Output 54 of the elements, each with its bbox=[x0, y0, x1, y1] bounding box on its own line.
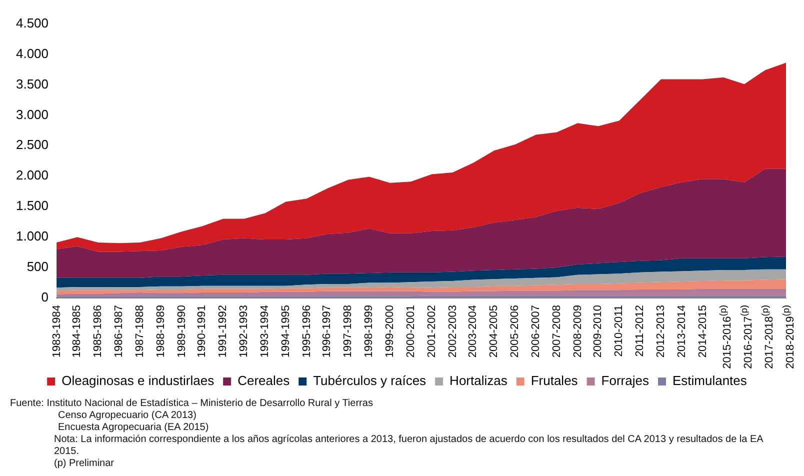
x-tick-label: 2011-2012 bbox=[634, 305, 646, 357]
x-tick-label: 2014-2015 bbox=[696, 305, 709, 358]
x-tick-label: 1997-1998 bbox=[342, 305, 354, 358]
x-tick-label: 2000-2001 bbox=[404, 305, 417, 358]
text: (p) Preliminar bbox=[53, 458, 116, 470]
x-tick-label: 1993-1994 bbox=[258, 305, 271, 358]
y-tick-label: 1.000 bbox=[16, 228, 49, 244]
x-tick-label: 1994-1995 bbox=[280, 305, 292, 358]
x-tick-label: 1998-1999 bbox=[363, 305, 376, 358]
x-tick-label: 2013-2014 bbox=[676, 305, 688, 358]
y-tick-label: 500 bbox=[26, 259, 49, 274]
x-tick-label: 2005-2006 bbox=[509, 305, 522, 358]
x-tick-label: 2002-2003 bbox=[446, 305, 459, 358]
legend-label: Hortalizas bbox=[450, 373, 508, 388]
x-tick-label: 2007-2008 bbox=[550, 305, 563, 358]
text: Encuesta Agropecuaria (EA 2015) bbox=[57, 422, 210, 434]
x-tick-label: 1985-1986 bbox=[92, 305, 104, 358]
x-tick-label: 2006-2007 bbox=[530, 305, 542, 358]
x-tick-label: 1995-1996 bbox=[300, 305, 313, 358]
legend-label: Cereales bbox=[238, 373, 290, 388]
x-tick-label: 2010-2011 bbox=[613, 305, 626, 357]
x-tick-label: 1991-1992 bbox=[217, 305, 230, 358]
y-tick-label: 1.500 bbox=[16, 198, 49, 214]
x-tick-label: 1987-1988 bbox=[134, 305, 146, 358]
legend-label: Forrajes bbox=[601, 373, 650, 388]
y-tick-label: 0 bbox=[41, 290, 49, 305]
x-tick-label: 2012-2013 bbox=[654, 305, 667, 358]
x-tick-label: 1996-1997 bbox=[321, 305, 334, 358]
x-tick-label: 1988-1989 bbox=[154, 305, 167, 358]
y-tick-label: 4.000 bbox=[16, 46, 49, 61]
x-tick-label: 1992-1993 bbox=[238, 305, 250, 358]
y-tick-label: 4.500 bbox=[16, 15, 49, 30]
y-tick-label: 2.500 bbox=[16, 137, 49, 152]
source-note: Fuente: Instituto Nacional de Estadística – Ministerio de Desarrollo Rural y Tierras bbox=[10, 398, 374, 410]
x-tick-label: 1989-1990 bbox=[176, 305, 188, 358]
x-tick-label: 2003-2004 bbox=[467, 305, 480, 358]
y-tick-label: 3.000 bbox=[16, 106, 49, 122]
x-tick-label: 1986-1987 bbox=[113, 305, 126, 358]
y-tick-label: 2.000 bbox=[16, 168, 49, 183]
legend-label: Tubérculos y raíces bbox=[313, 373, 427, 388]
text: Nota: La información correspondiente a los años agrícolas anteriores a 2013, fueron ajustados de acuerdo con los resultados del CA 2013 y resultados de la EA 2015. bbox=[53, 434, 764, 458]
y-tick-label: 3.500 bbox=[16, 76, 49, 92]
x-tick-label: 1984-1985 bbox=[71, 305, 84, 358]
x-tick-label: 1990-1991 bbox=[196, 305, 208, 358]
x-tick-label: 2001-2002 bbox=[426, 305, 438, 358]
x-tick-label: 2009-2010 bbox=[592, 305, 604, 358]
x-tick-label: 1983-1984 bbox=[50, 305, 63, 358]
x-tick-label: 2004-2005 bbox=[488, 305, 500, 358]
legend-label: Estimulantes bbox=[672, 373, 748, 388]
legend-label: Oleaginosas e industirlaes bbox=[62, 373, 215, 388]
legend-label: Frutales bbox=[530, 373, 578, 388]
x-tick-label: 1999-2000 bbox=[384, 305, 396, 358]
text: Censo Agropecuario (CA 2013) bbox=[57, 410, 198, 422]
x-tick-label: 2008-2009 bbox=[572, 305, 584, 358]
